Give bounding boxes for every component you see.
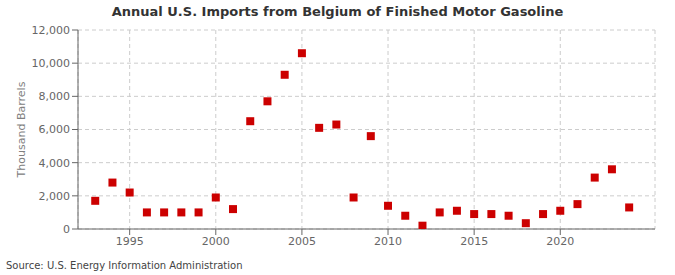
svg-text:Thousand Barrels: Thousand Barrels xyxy=(15,81,28,178)
html-text:Annual U.S. Imports from Belgi: Annual U.S. Imports from Belgium of Fini… xyxy=(111,4,564,19)
svg-text:2010: 2010 xyxy=(374,235,402,248)
svg-text:4,000: 4,000 xyxy=(39,157,71,170)
svg-text:2020: 2020 xyxy=(546,235,574,248)
svg-text:2005: 2005 xyxy=(288,235,316,248)
svg-text:0: 0 xyxy=(63,223,70,236)
svg-text:8,000: 8,000 xyxy=(39,90,71,103)
svg-text:2000: 2000 xyxy=(202,235,230,248)
svg-text:10,000: 10,000 xyxy=(32,57,71,70)
svg-text:6,000: 6,000 xyxy=(39,123,71,136)
svg-text:2,000: 2,000 xyxy=(39,190,71,203)
html-text:Source: U.S. Energy Informatio: Source: U.S. Energy Information Administ… xyxy=(6,260,243,271)
svg-text:12,000: 12,000 xyxy=(32,24,71,37)
svg-text:2015: 2015 xyxy=(460,235,488,248)
svg-text:1995: 1995 xyxy=(116,235,144,248)
